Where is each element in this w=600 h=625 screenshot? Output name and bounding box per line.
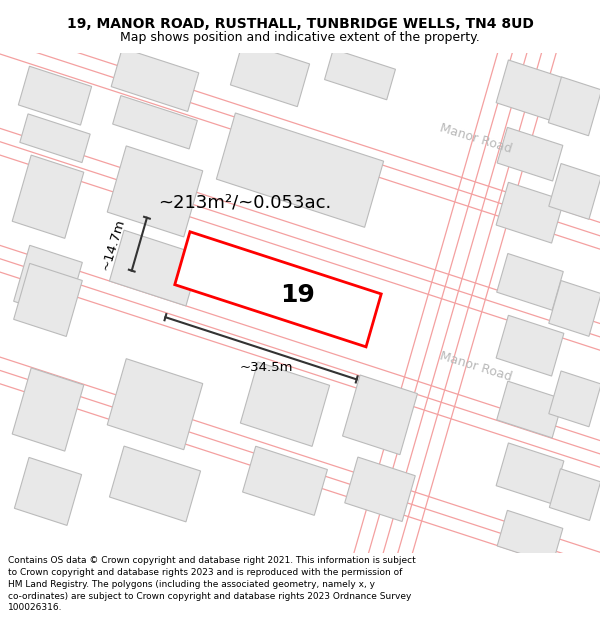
Polygon shape <box>497 381 563 438</box>
Polygon shape <box>12 155 84 238</box>
Text: 19, MANOR ROAD, RUSTHALL, TUNBRIDGE WELLS, TN4 8UD: 19, MANOR ROAD, RUSTHALL, TUNBRIDGE WELL… <box>67 18 533 31</box>
Polygon shape <box>549 371 600 427</box>
Polygon shape <box>325 49 395 100</box>
Polygon shape <box>242 446 328 516</box>
Polygon shape <box>175 232 381 347</box>
Polygon shape <box>107 146 203 237</box>
Polygon shape <box>497 511 563 564</box>
Polygon shape <box>549 164 600 219</box>
Polygon shape <box>107 359 203 450</box>
Text: Manor Road: Manor Road <box>439 350 514 384</box>
Polygon shape <box>345 457 415 521</box>
Polygon shape <box>550 469 600 521</box>
Polygon shape <box>549 281 600 336</box>
Polygon shape <box>497 254 563 310</box>
Polygon shape <box>14 263 82 336</box>
Polygon shape <box>113 96 197 149</box>
Text: Map shows position and indicative extent of the property.: Map shows position and indicative extent… <box>120 31 480 44</box>
Text: ~34.5m: ~34.5m <box>239 361 293 374</box>
Polygon shape <box>19 66 92 125</box>
Polygon shape <box>109 230 200 306</box>
Polygon shape <box>14 458 82 526</box>
Text: 19: 19 <box>281 282 316 307</box>
Polygon shape <box>343 375 418 454</box>
Text: Manor Road: Manor Road <box>439 121 514 156</box>
Polygon shape <box>230 42 310 107</box>
Text: ~213m²/~0.053ac.: ~213m²/~0.053ac. <box>158 193 332 211</box>
Polygon shape <box>217 113 383 228</box>
Polygon shape <box>109 446 200 522</box>
Polygon shape <box>548 77 600 136</box>
Polygon shape <box>496 315 564 376</box>
Polygon shape <box>20 114 90 162</box>
Text: Contains OS data © Crown copyright and database right 2021. This information is : Contains OS data © Crown copyright and d… <box>8 556 416 612</box>
Polygon shape <box>496 182 564 243</box>
Polygon shape <box>241 362 329 446</box>
Text: ~14.7m: ~14.7m <box>99 217 127 272</box>
Polygon shape <box>497 127 563 181</box>
Polygon shape <box>14 246 82 318</box>
Polygon shape <box>111 48 199 111</box>
Polygon shape <box>496 443 564 504</box>
Polygon shape <box>12 368 84 451</box>
Polygon shape <box>496 60 564 121</box>
